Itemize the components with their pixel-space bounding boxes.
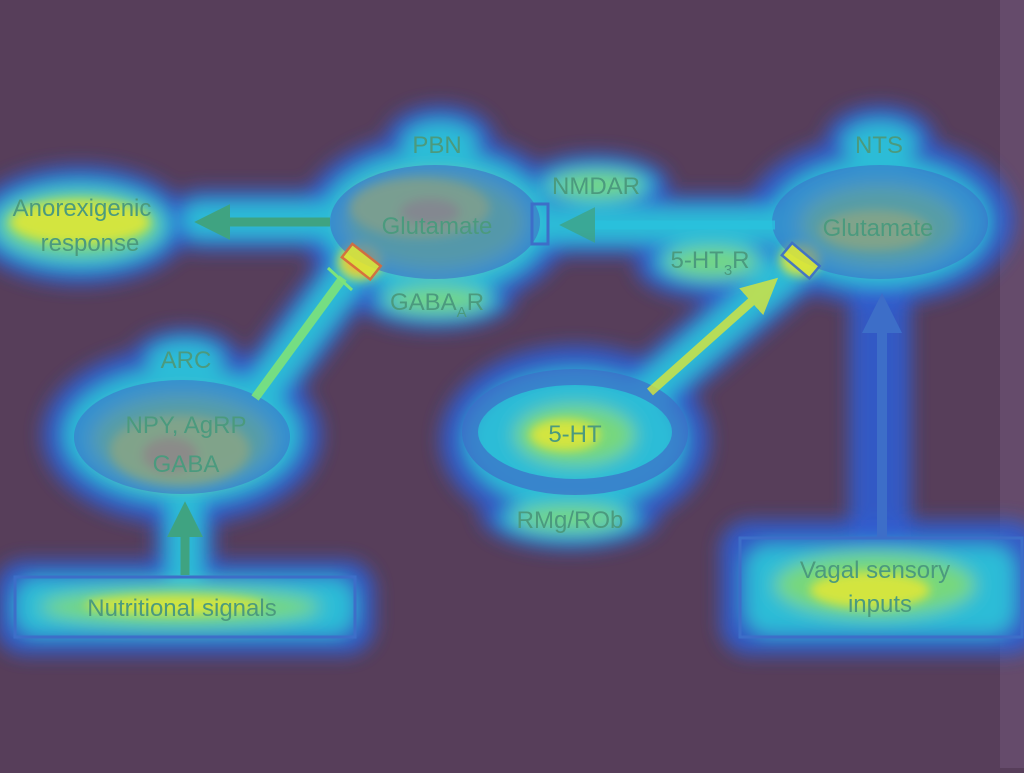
gabaar-label: GABAAR: [390, 289, 484, 321]
ht3r-receptor: [780, 241, 822, 281]
vagal-sensory-box: [738, 536, 1024, 639]
anorexigenic-text-line1: Anorexigenic: [13, 195, 152, 222]
arc-node-text-line2: GABA: [153, 451, 220, 478]
gabaar-receptor: [340, 242, 383, 282]
vagal-sensory-text-line1: Vagal sensory: [800, 557, 950, 584]
pbn-node-text: Glutamate: [382, 213, 493, 240]
gabaar-label-main: GABA: [390, 289, 457, 316]
nmdar-label: NMDAR: [552, 173, 640, 200]
pbn-node: [330, 165, 540, 279]
anorexigenic-text-line2: response: [41, 230, 140, 257]
rmg-rob-label: RMg/ROb: [517, 507, 624, 534]
arc-label: ARC: [161, 347, 212, 374]
pbn-label: PBN: [412, 132, 461, 159]
ht3r-label: 5-HT3R: [670, 247, 749, 279]
ht3r-label-subscript: 3: [724, 262, 732, 279]
nmdar-receptor: [530, 202, 550, 246]
nts-node: [772, 165, 988, 279]
gabaar-bar: [326, 266, 354, 292]
vagal-sensory-text-line2: inputs: [848, 591, 912, 618]
nts-label: NTS: [855, 132, 903, 159]
arc-node: [74, 380, 290, 494]
raphe-node-text: 5-HT: [548, 421, 602, 448]
arc-node-text-line1: NPY, AgRP: [126, 412, 247, 439]
ht3r-label-main: 5-HT: [670, 247, 724, 274]
gabaar-label-suffix: R: [467, 289, 484, 316]
nts-node-text: Glutamate: [823, 215, 934, 242]
nutritional-signals-text: Nutritional signals: [87, 595, 276, 622]
raphe-to-nts-arrow: [647, 277, 779, 396]
raphe-node: [462, 369, 688, 495]
arc-to-pbn-arrow: [251, 275, 347, 401]
nutritional-signals-box: [13, 575, 357, 639]
ht3r-label-suffix: R: [732, 247, 749, 274]
gabaar-label-subscript: A: [457, 304, 467, 321]
